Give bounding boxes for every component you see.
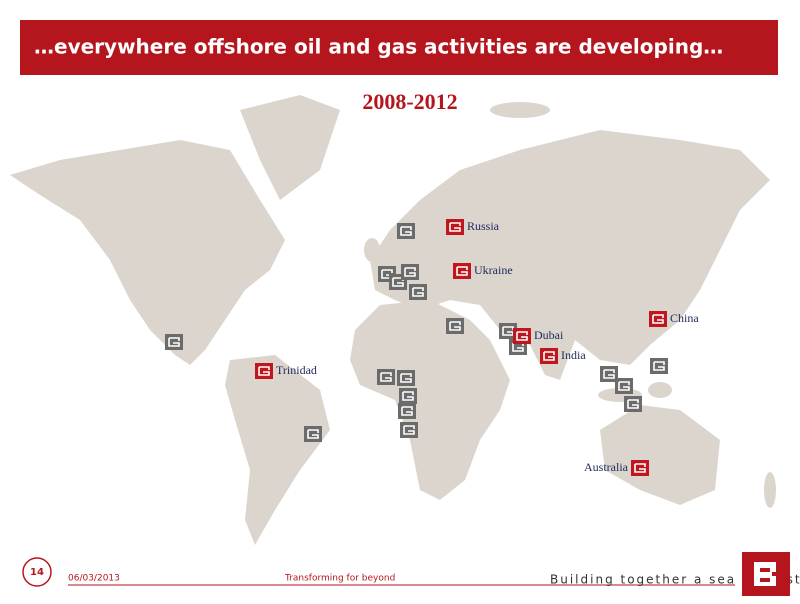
marker-icon	[516, 331, 528, 341]
marker-icon	[412, 287, 424, 297]
marker-icon	[404, 267, 416, 277]
location-label: Dubai	[534, 328, 564, 342]
marker	[397, 370, 415, 386]
marker-icon	[380, 372, 392, 382]
markers	[165, 219, 668, 476]
marker	[649, 311, 667, 327]
marker	[397, 223, 415, 239]
marker	[165, 334, 183, 350]
marker-icon	[653, 361, 665, 371]
marker	[453, 263, 471, 279]
marker-icon	[402, 391, 414, 401]
logo-mark	[754, 562, 776, 586]
marker-icon	[449, 321, 461, 331]
marker-icon	[401, 406, 413, 416]
marker	[624, 396, 642, 412]
header-bar	[20, 20, 778, 75]
marker	[615, 378, 633, 394]
marker-icon	[307, 429, 319, 439]
subtitle: 2008-2012	[362, 89, 457, 114]
tagline: Transforming for beyond	[284, 574, 395, 584]
page-circle	[22, 557, 52, 587]
world-map	[10, 95, 776, 545]
marker	[540, 348, 558, 364]
location-label: India	[561, 348, 586, 362]
slogan: Building together a sea of trust	[550, 573, 800, 587]
marker	[398, 403, 416, 419]
marker-icon	[403, 425, 415, 435]
marker	[409, 284, 427, 300]
location-label: China	[670, 311, 699, 325]
location-label: Ukraine	[474, 263, 513, 277]
location-label: Australia	[584, 460, 629, 474]
marker	[650, 358, 668, 374]
marker-icon	[258, 366, 270, 376]
marker-icon	[400, 373, 412, 383]
marker-icon	[627, 399, 639, 409]
date: 06/03/2013	[68, 574, 120, 584]
page-number: 14	[30, 567, 44, 578]
marker-icon	[603, 369, 615, 379]
marker	[399, 388, 417, 404]
marker	[377, 369, 395, 385]
marker	[304, 426, 322, 442]
marker-icon	[652, 314, 664, 324]
labels: Russia Ukraine Dubai India China Trinidad Aust…	[276, 219, 699, 474]
location-label: Russia	[467, 219, 500, 233]
marker-icon	[618, 381, 630, 391]
marker-icon	[543, 351, 555, 361]
marker	[631, 460, 649, 476]
location-label: Trinidad	[276, 363, 317, 377]
marker-icon	[449, 222, 461, 232]
marker	[446, 219, 464, 235]
marker-icon	[168, 337, 180, 347]
marker	[400, 422, 418, 438]
title: …everywhere offshore oil and gas activit…	[34, 35, 723, 59]
marker-icon	[456, 266, 468, 276]
marker	[401, 264, 419, 280]
marker-icon	[400, 226, 412, 236]
marker	[446, 318, 464, 334]
marker-icon	[634, 463, 646, 473]
marker	[255, 363, 273, 379]
marker	[513, 328, 531, 344]
